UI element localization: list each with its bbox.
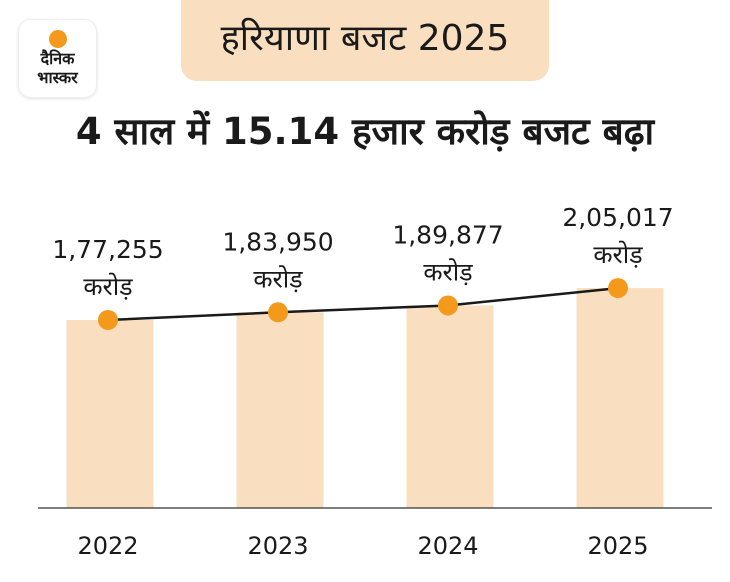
x-tick-label: 2023 bbox=[247, 532, 308, 560]
chart-headline: 4 साल में 15.14 हजार करोड़ बजट बढ़ा bbox=[75, 110, 655, 153]
data-label-unit: करोड़ bbox=[423, 257, 473, 286]
data-label: 2,05,017 bbox=[562, 203, 673, 232]
x-tick-label: 2022 bbox=[77, 532, 138, 560]
data-point bbox=[608, 278, 628, 299]
data-point bbox=[268, 302, 288, 323]
data-point bbox=[438, 295, 458, 316]
logo-text-line1: दैनिक bbox=[40, 49, 75, 68]
series-line bbox=[107, 286, 619, 322]
dainik-bhaskar-logo: दैनिक भास्कर bbox=[19, 20, 96, 97]
data-label: 1,77,255 bbox=[52, 235, 163, 264]
bar bbox=[406, 305, 494, 508]
data-label: 1,89,877 bbox=[392, 220, 503, 249]
x-tick-label: 2025 bbox=[587, 532, 648, 560]
data-label-unit: करोड़ bbox=[253, 264, 303, 293]
data-label: 1,83,950 bbox=[222, 227, 333, 256]
bar bbox=[66, 320, 154, 508]
data-label-unit: करोड़ bbox=[83, 272, 133, 301]
data-point bbox=[98, 310, 118, 330]
sun-icon bbox=[49, 30, 67, 48]
logo-text-line2: भास्कर bbox=[37, 68, 78, 87]
x-tick-label: 2024 bbox=[417, 532, 478, 560]
title-banner: हरियाणा बजट 2025 bbox=[181, 0, 549, 81]
bar bbox=[576, 288, 664, 508]
data-label-unit: करोड़ bbox=[593, 240, 643, 269]
bar bbox=[236, 312, 324, 508]
banner-title: हरियाणा बजट 2025 bbox=[220, 18, 510, 59]
